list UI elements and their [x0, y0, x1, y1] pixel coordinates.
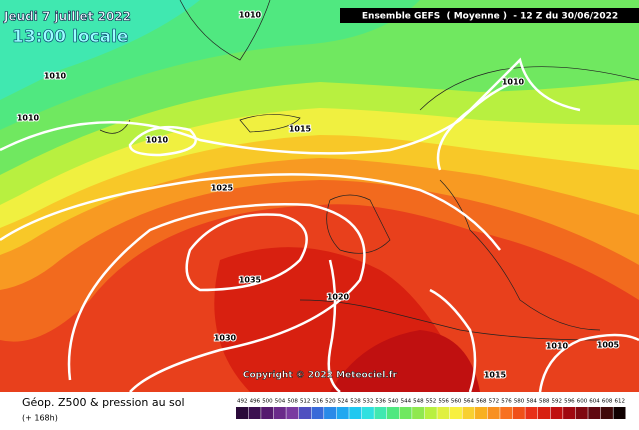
scale-swatch	[298, 407, 311, 419]
band-deep-red	[330, 330, 480, 392]
scale-label: 556	[438, 399, 449, 405]
isobar-label: 1030	[214, 334, 237, 343]
isobar-label: 1010	[146, 136, 169, 145]
scale-swatch	[424, 407, 437, 419]
isobar-label: 1010	[17, 114, 40, 123]
scale-label: 592	[552, 399, 563, 405]
scale-label: 596	[564, 399, 575, 405]
scale-label: 504	[275, 399, 286, 405]
scale-label: 572	[489, 399, 500, 405]
scale-label: 516	[313, 399, 324, 405]
scale-swatch	[437, 407, 450, 419]
model: Ensemble GEFS ( Moyenne ) - 12 Z du 30/0…	[362, 12, 618, 22]
isobar-label: 1010	[546, 342, 569, 351]
scale-label: 496	[250, 399, 261, 405]
scale-swatch	[399, 407, 412, 419]
isobar-label: 1010	[44, 72, 67, 81]
scale-swatch	[613, 407, 626, 419]
scale-label: 584	[526, 399, 537, 405]
scale-label: 600	[577, 399, 588, 405]
isobar	[185, 213, 308, 292]
isobar	[436, 57, 581, 171]
isobar	[327, 259, 341, 393]
band-cyan	[0, 0, 200, 100]
scale-swatch	[324, 407, 337, 419]
scale-swatch	[336, 407, 349, 419]
scale-label: 532	[363, 399, 374, 405]
isobar	[128, 125, 197, 157]
scale-label: 564	[463, 399, 474, 405]
scale-label: 520	[325, 399, 336, 405]
scale-swatch	[600, 407, 613, 419]
scale-swatch	[500, 407, 513, 419]
scale-swatch	[487, 407, 500, 419]
scale-label: 512	[300, 399, 311, 405]
isobar	[538, 333, 639, 393]
scale-label: 508	[287, 399, 298, 405]
scale-swatch	[475, 407, 488, 419]
scale-swatch	[462, 407, 475, 419]
isobar	[0, 173, 501, 251]
scale-label: 548	[413, 399, 424, 405]
isobar-label: 1020	[327, 293, 350, 302]
footer-lead: (+ 168h)	[22, 414, 58, 423]
isobar-label: 1010	[239, 11, 262, 20]
isobar-label: 1025	[211, 184, 234, 193]
isobar	[429, 288, 477, 393]
scale-label: 492	[237, 399, 248, 405]
scale-label: 608	[602, 399, 613, 405]
copyright: Copyright © 2022 Meteociel.fr	[243, 371, 398, 381]
scale-label: 536	[375, 399, 386, 405]
coastline	[99, 0, 639, 341]
footer-title: Géop. Z500 & pression au sol	[22, 396, 185, 409]
scale-swatch	[588, 407, 601, 419]
scale-swatch	[273, 407, 286, 419]
scale-swatch	[261, 407, 274, 419]
scale-label: 588	[539, 399, 550, 405]
scale-label: 540	[388, 399, 399, 405]
scale-swatch	[550, 407, 563, 419]
scale-label: 576	[501, 399, 512, 405]
isobar-label: 1010	[502, 78, 525, 87]
scale-swatch	[236, 407, 249, 419]
scale-label: 560	[451, 399, 462, 405]
scale-swatch	[537, 407, 551, 419]
scale-swatch	[563, 407, 576, 419]
scale-label: 568	[476, 399, 487, 405]
isobar-label: 1015	[484, 371, 507, 380]
scale-swatch	[449, 407, 462, 419]
model-box	[340, 8, 639, 23]
scale-label: 544	[401, 399, 412, 405]
scale-label: 580	[514, 399, 525, 405]
time: 13:00 locale	[12, 27, 128, 47]
scale-swatch	[386, 407, 400, 419]
scale-label: 604	[589, 399, 600, 405]
scale-swatch	[575, 407, 588, 419]
scale-swatch	[525, 407, 538, 419]
isobar-label: 1035	[239, 276, 262, 285]
isobar-label: 1005	[597, 341, 620, 350]
scale-swatch	[349, 407, 362, 419]
scale-swatch	[412, 407, 425, 419]
scale-swatch	[286, 407, 299, 419]
scale-swatch	[248, 407, 261, 419]
color-scale: 492 496 500 504 508 512 516 520 524 528 532 536 540 5…	[236, 399, 626, 419]
date: Jeudi 7 juillet 2022	[3, 10, 131, 24]
isobar	[67, 203, 366, 393]
scale-swatch	[311, 407, 324, 419]
isobar-label: 1015	[289, 125, 312, 134]
scale-swatch	[374, 407, 387, 419]
scale-swatch	[512, 407, 525, 419]
scale-label: 612	[614, 399, 625, 405]
scale-swatch	[361, 407, 374, 419]
scale-label: 552	[426, 399, 437, 405]
scale-label: 528	[350, 399, 361, 405]
scale-label: 500	[262, 399, 273, 405]
scale-label: 524	[338, 399, 349, 405]
